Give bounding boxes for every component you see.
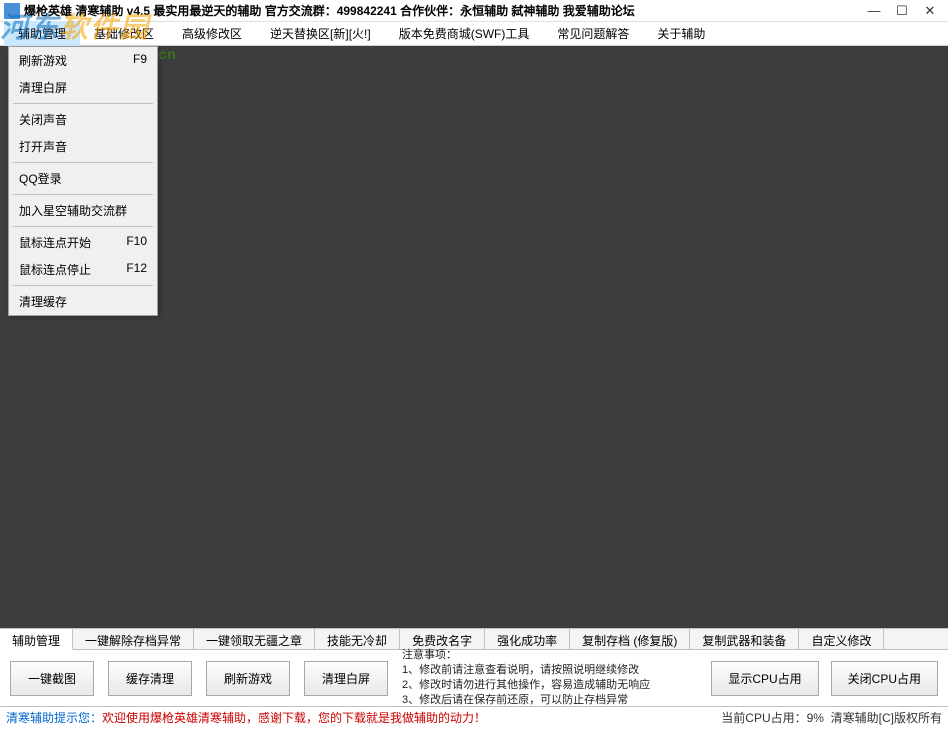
window-controls: — ☐ ✕ xyxy=(866,3,944,19)
tab-item[interactable]: 强化成功率 xyxy=(485,629,570,649)
cache-clean-button[interactable]: 缓存清理 xyxy=(108,661,192,696)
bottom-tabs: 辅助管理一键解除存档异常一键领取无疆之章技能无冷却免费改名字强化成功率复制存档 … xyxy=(0,628,948,650)
dropdown-item-label: 关闭声音 xyxy=(19,111,67,128)
notes-title: 注意事项： xyxy=(402,648,697,663)
dropdown-item-label: 刷新游戏 xyxy=(19,52,67,69)
screenshot-button[interactable]: 一键截图 xyxy=(10,661,94,696)
dropdown-item[interactable]: 清理缓存 xyxy=(9,288,157,315)
dropdown-item-shortcut: F9 xyxy=(133,52,147,69)
menu-faq[interactable]: 常见问题解答 xyxy=(543,21,643,46)
maximize-button[interactable]: ☐ xyxy=(894,3,910,19)
dropdown-separator xyxy=(13,103,153,104)
status-cpu: 当前CPU占用：9% 清寒辅助[C]版权所有 xyxy=(721,709,942,726)
dropdown-item-shortcut: F12 xyxy=(126,261,147,278)
status-text: 欢迎使用爆枪英雄清寒辅助，感谢下载，您的下载就是我做辅助的动力！ xyxy=(102,709,721,726)
status-label: 清寒辅助提示您： xyxy=(6,709,102,726)
menu-advanced-mod[interactable]: 高级修改区 xyxy=(168,21,256,46)
tab-item[interactable]: 自定义修改 xyxy=(799,629,884,649)
dropdown-menu: 刷新游戏 F9 清理白屏关闭声音打开声音 QQ登录加入星空辅助交流群鼠标连点开始 F10… xyxy=(8,46,158,316)
tab-item[interactable]: 复制存档 (修复版) xyxy=(570,629,690,649)
notes-line-3: 3、修改后请在保存前还原，可以防止存档异常 xyxy=(402,693,697,708)
tab-item[interactable]: 一键解除存档异常 xyxy=(73,629,194,649)
dropdown-separator xyxy=(13,226,153,227)
dropdown-item[interactable]: QQ登录 xyxy=(9,165,157,192)
dropdown-item[interactable]: 加入星空辅助交流群 xyxy=(9,197,157,224)
window-title: 爆枪英雄 清寒辅助 v4.5 最实用最逆天的辅助 官方交流群：499842241… xyxy=(24,2,866,19)
notes-line-2: 2、修改时请勿进行其他操作，容易造成辅助无响应 xyxy=(402,678,697,693)
statusbar: 清寒辅助提示您： 欢迎使用爆枪英雄清寒辅助，感谢下载，您的下载就是我做辅助的动力… xyxy=(0,706,948,728)
dropdown-item-label: 鼠标连点停止 xyxy=(19,261,91,278)
tab-item[interactable]: 辅助管理 xyxy=(0,629,73,650)
menubar: 辅助管理 基础修改区 高级修改区 逆天替换区[新][火!] 版本免费商城(SWF… xyxy=(0,22,948,46)
notes-block: 注意事项： 1、修改前请注意查看说明，请按照说明继续修改 2、修改时请勿进行其他… xyxy=(402,648,697,707)
action-panel: 一键截图 缓存清理 刷新游戏 清理白屏 注意事项： 1、修改前请注意查看说明，请… xyxy=(0,650,948,706)
dropdown-item[interactable]: 清理白屏 xyxy=(9,74,157,101)
refresh-game-button[interactable]: 刷新游戏 xyxy=(206,661,290,696)
dropdown-item[interactable]: 打开声音 xyxy=(9,133,157,160)
close-button[interactable]: ✕ xyxy=(922,3,938,19)
dropdown-item[interactable]: 刷新游戏 F9 xyxy=(9,47,157,74)
tab-item[interactable]: 复制武器和装备 xyxy=(690,629,799,649)
notes-line-1: 1、修改前请注意查看说明，请按照说明继续修改 xyxy=(402,663,697,678)
menu-swf-tools[interactable]: 版本免费商城(SWF)工具 xyxy=(385,21,544,46)
bottom-panel: 辅助管理一键解除存档异常一键领取无疆之章技能无冷却免费改名字强化成功率复制存档 … xyxy=(0,628,948,728)
window-titlebar: 爆枪英雄 清寒辅助 v4.5 最实用最逆天的辅助 官方交流群：499842241… xyxy=(0,0,948,22)
dropdown-item[interactable]: 鼠标连点开始 F10 xyxy=(9,229,157,256)
show-cpu-button[interactable]: 显示CPU占用 xyxy=(711,661,818,696)
cpu-buttons: 显示CPU占用 关闭CPU占用 xyxy=(711,661,938,696)
menu-assist-manage[interactable]: 辅助管理 xyxy=(4,21,80,46)
tab-item[interactable]: 技能无冷却 xyxy=(315,629,400,649)
minimize-button[interactable]: — xyxy=(866,3,882,19)
menu-basic-mod[interactable]: 基础修改区 xyxy=(80,21,168,46)
dropdown-item-label: 加入星空辅助交流群 xyxy=(19,202,127,219)
tab-item[interactable]: 免费改名字 xyxy=(400,629,485,649)
menu-replace-zone[interactable]: 逆天替换区[新][火!] xyxy=(256,21,385,46)
dropdown-item[interactable]: 鼠标连点停止 F12 xyxy=(9,256,157,283)
dropdown-item[interactable]: 关闭声音 xyxy=(9,106,157,133)
dropdown-item-label: 清理缓存 xyxy=(19,293,67,310)
menu-about[interactable]: 关于辅助 xyxy=(643,21,719,46)
close-cpu-button[interactable]: 关闭CPU占用 xyxy=(831,661,938,696)
dropdown-item-label: 清理白屏 xyxy=(19,79,67,96)
dropdown-item-label: QQ登录 xyxy=(19,170,62,187)
dropdown-separator xyxy=(13,194,153,195)
dropdown-separator xyxy=(13,162,153,163)
dropdown-item-label: 鼠标连点开始 xyxy=(19,234,91,251)
dropdown-item-shortcut: F10 xyxy=(126,234,147,251)
dropdown-item-label: 打开声音 xyxy=(19,138,67,155)
tab-item[interactable]: 一键领取无疆之章 xyxy=(194,629,315,649)
app-icon xyxy=(4,3,20,19)
dropdown-separator xyxy=(13,285,153,286)
clean-white-button[interactable]: 清理白屏 xyxy=(304,661,388,696)
